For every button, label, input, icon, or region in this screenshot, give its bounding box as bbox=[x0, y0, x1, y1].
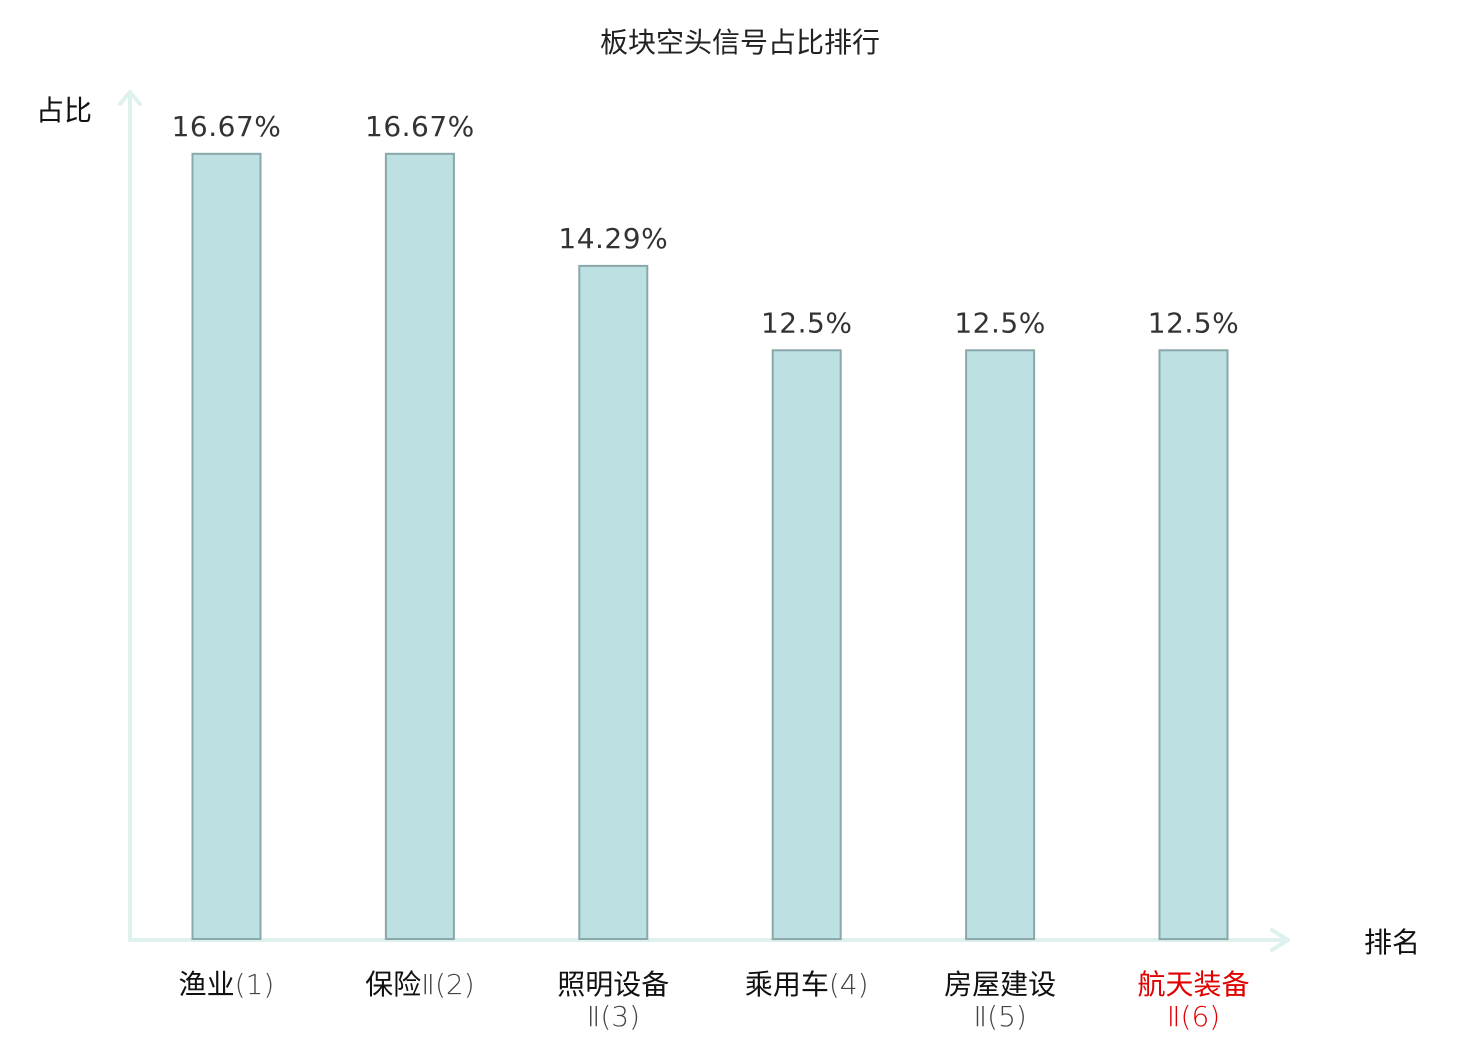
bar-value-label: 16.67% bbox=[172, 110, 282, 143]
category-rank-label: Ⅱ(5) bbox=[973, 1000, 1026, 1033]
category-rank-label: Ⅱ(3) bbox=[587, 1000, 640, 1033]
bars-group bbox=[191, 152, 1229, 941]
category-label: 保险Ⅱ(2) bbox=[365, 968, 474, 1001]
x-axis-title: 排名 bbox=[1364, 926, 1420, 959]
x-axis bbox=[128, 928, 1290, 952]
y-axis bbox=[118, 90, 142, 942]
bar bbox=[384, 152, 455, 941]
category-label: 航天装备 bbox=[1137, 968, 1249, 1001]
bar bbox=[578, 264, 649, 940]
y-axis-arrow bbox=[118, 90, 142, 106]
category-label: 照明设备 bbox=[557, 968, 669, 1001]
bar-value-label: 12.5% bbox=[1148, 306, 1239, 339]
bar-value-label: 12.5% bbox=[761, 306, 852, 339]
x-axis-arrow bbox=[1270, 928, 1290, 952]
category-label: 渔业(1) bbox=[179, 968, 275, 1001]
category-rank-label: Ⅱ(6) bbox=[1167, 1000, 1220, 1033]
bar-value-label: 12.5% bbox=[954, 306, 1045, 339]
category-label: 乘用车(4) bbox=[745, 968, 869, 1001]
value-labels-group: 16.67% 16.67% 14.29% 12.5% 12.5% 12.5% bbox=[172, 110, 1239, 339]
bar bbox=[965, 349, 1036, 941]
bar-value-label: 14.29% bbox=[558, 222, 668, 255]
bar bbox=[1158, 349, 1229, 941]
y-axis-title: 占比 bbox=[36, 94, 92, 127]
bar-value-label: 16.67% bbox=[365, 110, 475, 143]
bar bbox=[771, 349, 842, 941]
category-label: 房屋建设 bbox=[944, 968, 1056, 1001]
bar bbox=[191, 152, 262, 941]
chart-title: 板块空头信号占比排行 bbox=[600, 26, 880, 59]
